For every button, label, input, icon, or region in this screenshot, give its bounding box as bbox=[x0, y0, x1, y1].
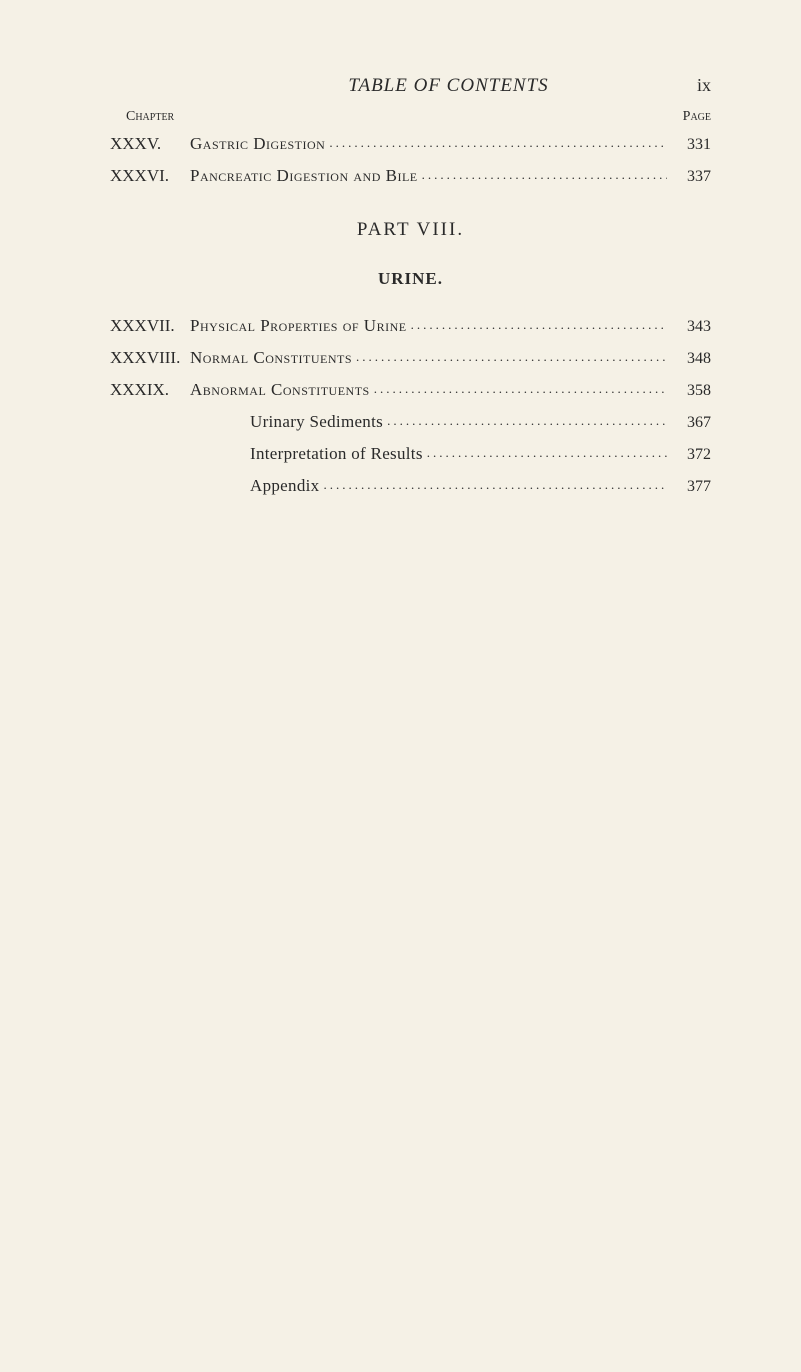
toc-leader-dots: ........................................… bbox=[422, 165, 667, 185]
toc-sub-entry-page: 367 bbox=[671, 411, 711, 435]
toc-chapter-number: XXXV. bbox=[110, 131, 190, 157]
toc-entry-title: Physical Properties of Urine bbox=[190, 313, 407, 339]
toc-chapter-number: XXXVIII. bbox=[110, 345, 190, 371]
toc-entry: XXXVI. Pancreatic Digestion and Bile ...… bbox=[110, 163, 711, 189]
toc-chapter-number: XXXVI. bbox=[110, 163, 190, 189]
toc-entry-page: 337 bbox=[671, 165, 711, 189]
toc-entry-page: 348 bbox=[671, 347, 711, 371]
toc-entry-title: Gastric Digestion bbox=[190, 131, 325, 157]
toc-sub-entry: Interpretation of Results ..............… bbox=[110, 441, 711, 467]
toc-leader-dots: ........................................… bbox=[427, 443, 667, 463]
toc-leader-dots: ........................................… bbox=[356, 347, 667, 367]
toc-leader-dots: ........................................… bbox=[411, 315, 667, 335]
toc-entry: XXXVIII. Normal Constituents ...........… bbox=[110, 345, 711, 371]
header-title: TABLE OF CONTENTS bbox=[258, 75, 548, 97]
toc-leader-dots: ........................................… bbox=[323, 475, 667, 495]
toc-leader-dots: ........................................… bbox=[329, 133, 667, 153]
toc-chapter-number: XXXVII. bbox=[110, 313, 190, 339]
toc-entry-page: 331 bbox=[671, 133, 711, 157]
toc-leader-dots: ........................................… bbox=[387, 411, 667, 431]
toc-entry: XXXIX. Abnormal Constituents ...........… bbox=[110, 377, 711, 403]
toc-sub-entry: Urinary Sediments ......................… bbox=[110, 409, 711, 435]
toc-sub-entry-page: 377 bbox=[671, 475, 711, 499]
toc-sub-entry: Appendix ...............................… bbox=[110, 473, 711, 499]
toc-entry-title: Pancreatic Digestion and Bile bbox=[190, 163, 418, 189]
column-headers: Chapter Page bbox=[110, 109, 711, 125]
toc-leader-dots: ........................................… bbox=[374, 379, 667, 399]
column-header-chapter: Chapter bbox=[126, 109, 174, 125]
toc-entry-page: 358 bbox=[671, 379, 711, 403]
toc-chapter-number: XXXIX. bbox=[110, 377, 190, 403]
toc-entry-page: 343 bbox=[671, 315, 711, 339]
toc-entry-title: Abnormal Constituents bbox=[190, 377, 370, 403]
header-page-number: ix bbox=[697, 75, 711, 96]
toc-sub-entry-page: 372 bbox=[671, 443, 711, 467]
page-header: TABLE OF CONTENTS ix bbox=[110, 75, 711, 97]
toc-entry: XXXV. Gastric Digestion ................… bbox=[110, 131, 711, 157]
toc-entry-title: Normal Constituents bbox=[190, 345, 352, 371]
toc-entry: XXXVII. Physical Properties of Urine ...… bbox=[110, 313, 711, 339]
toc-sub-entry-title: Interpretation of Results bbox=[250, 441, 423, 467]
section-heading: URINE. bbox=[110, 269, 711, 289]
column-header-page: Page bbox=[683, 109, 711, 125]
toc-sub-entry-title: Appendix bbox=[250, 473, 319, 499]
toc-sub-entry-title: Urinary Sediments bbox=[250, 409, 383, 435]
part-heading: PART VIII. bbox=[110, 219, 711, 241]
